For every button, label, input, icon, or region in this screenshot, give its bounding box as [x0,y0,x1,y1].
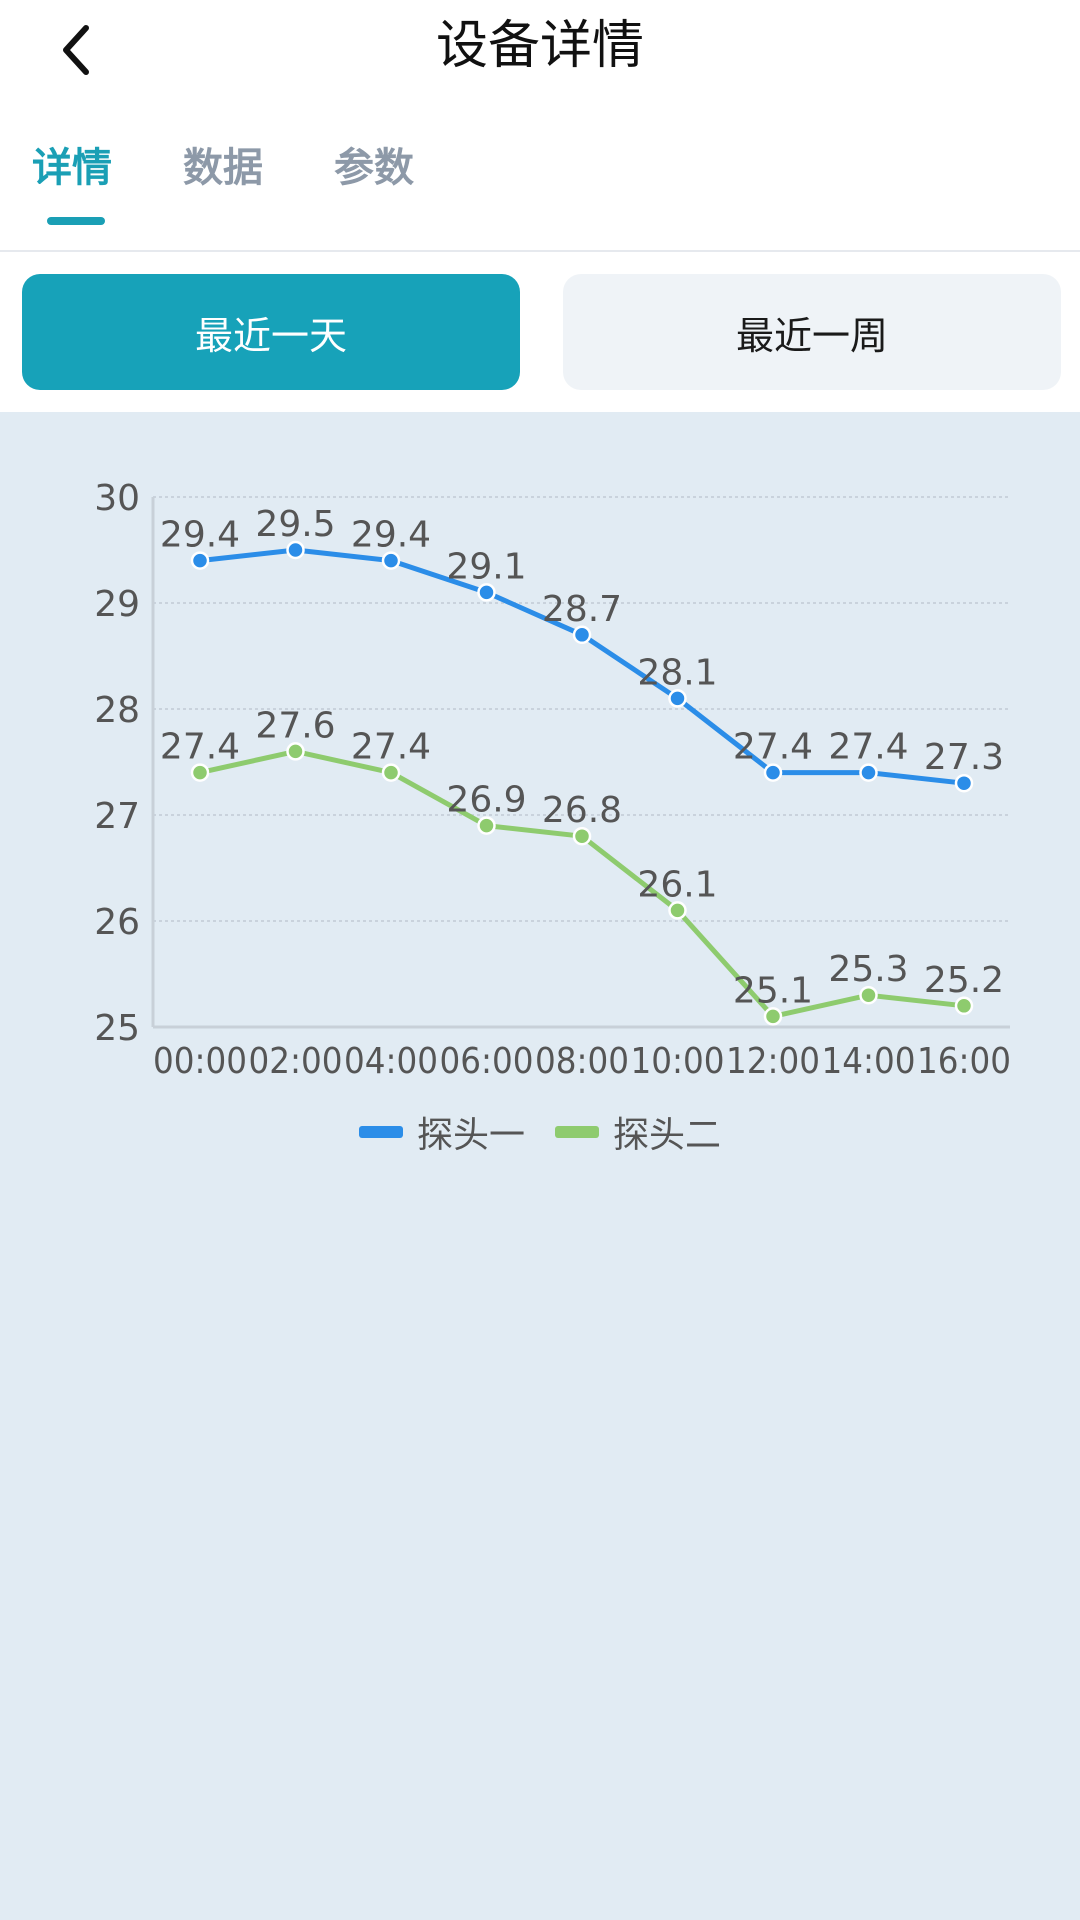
x-tick-label: 12:00 [726,1041,820,1082]
data-label: 29.4 [351,515,431,556]
data-point [477,583,496,602]
x-tick-label: 14:00 [822,1041,916,1082]
temperature-line-chart: 25 26 27 28 29 30 00:00 02:00 04:00 06:00 08:00 10:… [94,478,1011,1082]
y-tick-label: 28 [94,690,140,731]
y-tick-label: 29 [94,584,140,625]
data-point [190,551,210,570]
data-point [954,996,974,1016]
data-label: 26.1 [637,864,717,905]
data-label: 25.2 [924,960,1004,1001]
data-label: 26.8 [542,790,622,831]
data-label: 27.4 [160,727,240,768]
page-title: 设备详情 [435,16,644,76]
tab-details[interactable]: 详情 [32,145,112,191]
legend-swatch-series-2 [555,1126,599,1138]
legend-label-series-1: 探头一 [416,1115,525,1156]
legend-swatch-series-1 [358,1126,403,1138]
data-point [190,763,210,782]
last-week-button[interactable]: 最近一周 [563,274,1061,390]
legend-label-series-2: 探头二 [613,1115,722,1156]
data-point [572,826,592,846]
data-point [859,763,878,782]
active-tab-indicator [47,217,105,225]
data-label: 27.3 [924,737,1004,778]
data-label: 27.6 [255,705,335,746]
x-tick-label: 00:00 [153,1041,247,1082]
tab-params[interactable]: 参数 [334,145,414,191]
data-label: 25.1 [733,970,813,1011]
data-label: 28.7 [542,589,622,630]
data-point [381,763,401,782]
x-tick-label: 16:00 [917,1041,1011,1082]
data-label: 27.4 [351,727,431,768]
data-point [668,901,687,920]
y-tick-label: 30 [94,478,140,519]
data-point [859,985,878,1005]
data-label: 25.3 [828,949,908,990]
data-point [763,763,783,782]
data-label: 29.1 [446,546,526,587]
data-point [668,689,687,708]
data-point [763,1007,783,1026]
data-point [572,625,592,645]
data-point [954,773,974,793]
x-tick-label: 06:00 [440,1041,534,1082]
data-point [477,816,496,835]
app-header: 设备详情 详情 数据 参数 [0,0,1080,252]
x-tick-label: 02:00 [249,1041,343,1082]
data-label: 29.4 [160,515,240,556]
time-range-selector: 最近一天 最近一周 [0,252,1080,412]
data-point [381,551,401,570]
last-day-button[interactable]: 最近一天 [22,274,520,390]
back-button[interactable] [36,10,116,90]
chevron-left-icon [63,25,89,75]
data-label: 27.4 [828,727,908,768]
y-tick-label: 25 [94,1008,140,1049]
x-tick-label: 10:00 [631,1041,725,1082]
data-label: 29.5 [255,504,335,545]
y-tick-label: 26 [94,902,140,943]
data-label: 26.9 [446,780,526,821]
data-label: 28.1 [637,652,717,693]
chart-legend: 探头一 探头二 [0,1107,1080,1157]
x-tick-label: 04:00 [344,1041,438,1082]
legend-item-series-1: 探头一 [358,1106,525,1158]
data-point [286,742,305,761]
data-point [286,540,305,560]
legend-item-series-2: 探头二 [555,1106,721,1158]
y-tick-label: 27 [94,796,140,837]
x-tick-label: 08:00 [535,1041,629,1082]
data-label: 27.4 [733,727,813,768]
tab-data[interactable]: 数据 [183,145,263,191]
